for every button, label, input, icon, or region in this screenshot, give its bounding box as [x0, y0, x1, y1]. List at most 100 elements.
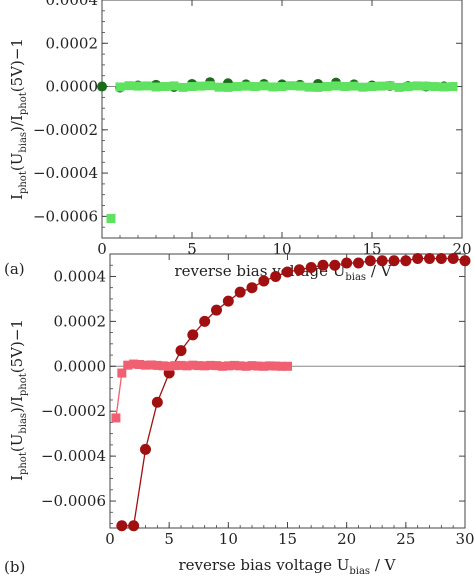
y-axis-label-b: Iphot(Ubias)/Iphot(5V)−1 [8, 319, 29, 481]
x-tick-label-a: 10 [272, 240, 291, 258]
x-tick-label-a: 15 [362, 240, 381, 258]
data-point-a-1 [133, 81, 143, 91]
data-point-b-0 [140, 443, 151, 455]
data-point-b-1 [235, 361, 245, 371]
data-point-a-1 [376, 81, 386, 91]
data-point-b-1 [182, 361, 192, 371]
data-marks-a [97, 77, 458, 224]
data-point-a-1 [106, 214, 116, 224]
data-point-b-1 [158, 361, 168, 371]
axis-ticks-b: 0 5 10 15 20 25 30 −0.0006 −0.0004 −0.0002 0.0000 0… [41, 253, 474, 548]
data-point-b-0 [376, 255, 388, 267]
data-point-a-1 [295, 81, 305, 91]
data-point-a-1 [151, 82, 161, 92]
data-point-b-1 [212, 361, 221, 371]
data-point-b-1 [253, 361, 263, 371]
data-point-a-1 [169, 81, 179, 91]
panel-a: 0 5 10 15 20−0.0006−0.0004−0.00020.00000.000… [4, 0, 472, 283]
data-point-a-1 [448, 82, 458, 92]
y-tick-label-b: −0.0006 [41, 492, 106, 510]
y-tick-label-a: 0.0002 [46, 34, 99, 52]
data-point-b-0 [246, 282, 258, 294]
data-point-b-0 [282, 266, 293, 278]
data-point-a-1 [412, 81, 422, 91]
data-point-a-1 [277, 82, 287, 92]
data-point-a-1 [259, 81, 269, 91]
x-tick-label-b: 20 [337, 530, 356, 548]
y-tick-label-a: −0.0002 [33, 121, 98, 139]
data-point-b-0 [305, 261, 317, 273]
x-tick-label-b: 0 [105, 530, 115, 548]
data-point-b-0 [258, 275, 270, 287]
data-point-b-0 [412, 252, 424, 264]
data-point-a-1 [313, 82, 323, 92]
y-tick-label-a: 0.0004 [46, 0, 99, 9]
y-tick-label-a: 0.0000 [46, 78, 99, 96]
data-point-a-1 [268, 82, 278, 92]
data-point-b-0 [175, 345, 187, 357]
data-point-a-1 [349, 81, 359, 91]
data-point-a-1 [232, 82, 242, 92]
data-point-a-1 [322, 82, 332, 92]
data-point-b-1 [271, 361, 281, 371]
data-point-b-1 [217, 361, 227, 371]
data-point-b-0 [447, 252, 459, 264]
data-point-b-1 [277, 361, 287, 371]
data-point-b-0 [270, 270, 282, 282]
x-axis-label-b: reverse bias voltage Ubias / V [178, 556, 396, 577]
data-point-a-1 [205, 81, 215, 91]
data-point-a-1 [367, 82, 377, 92]
data-marks-b [111, 252, 471, 532]
x-tick-label-b: 5 [164, 530, 174, 548]
series-line-b-1 [115, 363, 288, 419]
axis-ticks-a: 0 5 10 15 20−0.0006−0.0004−0.00020.00000.000… [33, 0, 472, 258]
data-point-b-1 [152, 360, 162, 370]
data-point-a-1 [304, 82, 314, 92]
data-point-a-1 [385, 81, 395, 91]
plot-frame-b [109, 253, 466, 529]
x-tick-label-b: 15 [278, 530, 297, 548]
data-point-b-1 [129, 359, 139, 369]
data-point-b-1 [247, 361, 257, 371]
data-point-a-1 [223, 82, 233, 92]
data-point-b-1 [117, 368, 127, 378]
data-point-a-1 [241, 81, 251, 91]
data-point-b-1 [283, 361, 292, 371]
data-point-b-1 [123, 360, 133, 370]
data-point-b-1 [206, 360, 216, 370]
data-point-b-1 [241, 361, 251, 371]
data-point-a-1 [187, 82, 197, 92]
x-tick-label-a: 5 [187, 240, 197, 258]
y-tick-label-a: −0.0004 [33, 164, 98, 182]
data-point-b-0 [211, 304, 222, 316]
y-tick-label-b: −0.0004 [41, 447, 106, 465]
data-point-b-0 [199, 315, 211, 327]
data-point-b-0 [317, 259, 329, 271]
data-point-b-1 [170, 361, 180, 371]
panel-b: 0 5 10 15 20 25 30 −0.0006 −0.0004 −0.0002 0.0000 0… [4, 252, 474, 577]
panel-label-a: (a) [4, 260, 25, 278]
data-point-b-0 [400, 255, 412, 267]
data-point-a-1 [430, 82, 440, 92]
data-point-b-1 [141, 360, 150, 370]
data-point-a-1 [196, 81, 206, 91]
data-point-a-0 [97, 81, 107, 92]
data-point-a-1 [214, 82, 224, 92]
data-point-b-0 [151, 396, 163, 408]
data-point-b-0 [116, 520, 128, 532]
y-tick-label-a: −0.0006 [33, 207, 98, 225]
data-point-b-0 [293, 264, 305, 276]
data-point-a-1 [421, 81, 431, 91]
y-tick-label-b: 0.0004 [54, 267, 107, 285]
data-point-b-1 [176, 360, 186, 370]
data-point-a-1 [178, 82, 188, 92]
data-point-b-1 [146, 360, 156, 370]
data-point-b-1 [164, 361, 174, 371]
data-point-b-0 [128, 520, 140, 532]
data-point-b-1 [188, 360, 198, 370]
data-point-b-0 [187, 329, 199, 341]
data-point-a-1 [250, 82, 260, 92]
data-point-b-1 [111, 413, 121, 423]
data-point-a-1 [142, 81, 152, 91]
data-point-a-1 [160, 82, 170, 92]
